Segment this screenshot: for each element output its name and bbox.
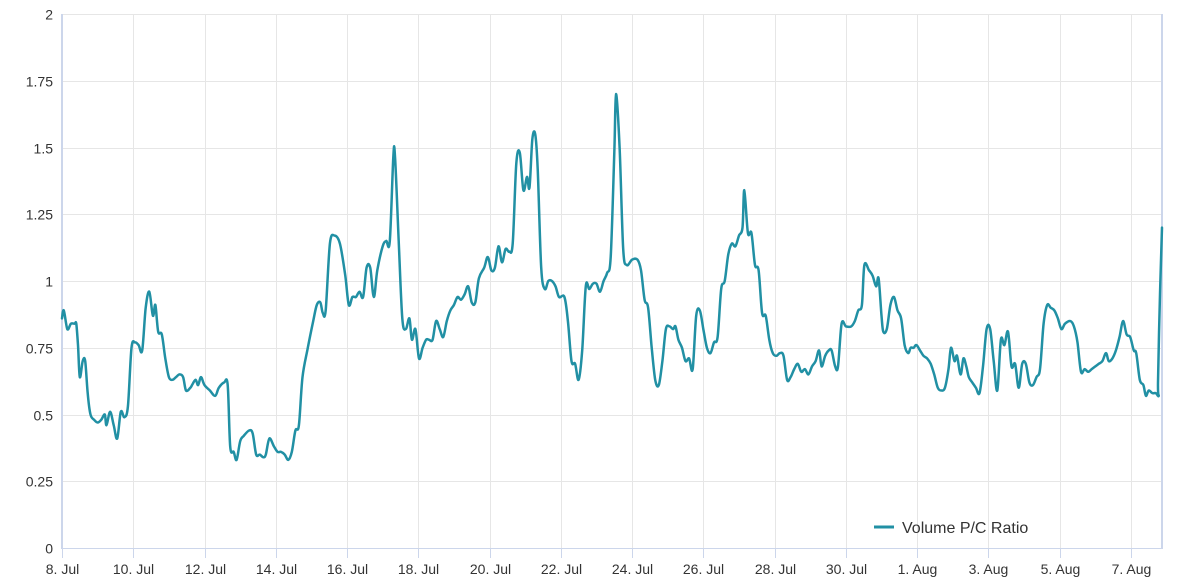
y-tick-label: 1.25 [26, 207, 53, 223]
x-tick-label: 16. Jul [327, 561, 368, 577]
y-tick-label: 0.5 [34, 408, 54, 424]
x-axis-ticks [62, 548, 1132, 558]
x-tick-label: 24. Jul [612, 561, 653, 577]
x-tick-label: 28. Jul [755, 561, 796, 577]
y-tick-label: 1 [45, 274, 53, 290]
x-tick-label: 8. Jul [46, 561, 79, 577]
x-tick-label: 26. Jul [683, 561, 724, 577]
series-line-volume-pc-ratio[interactable] [60, 92, 1164, 462]
y-tick-label: 2 [45, 7, 53, 23]
x-axis-labels: 8. Jul 10. Jul 12. Jul 14. Jul 16. Jul 18. Ju… [46, 561, 1152, 577]
legend[interactable]: Volume P/C Ratio [874, 520, 1028, 537]
y-tick-label: 1.5 [34, 141, 54, 157]
x-tick-label: 22. Jul [541, 561, 582, 577]
legend-label[interactable]: Volume P/C Ratio [902, 520, 1028, 537]
y-axis-labels: 0 0.25 0.5 0.75 1 1.25 1.5 1.75 2 [26, 7, 53, 557]
x-tick-label: 5. Aug [1041, 561, 1081, 577]
x-tick-label: 7. Aug [1112, 561, 1152, 577]
x-tick-label: 30. Jul [826, 561, 867, 577]
y-tick-label: 0.25 [26, 474, 53, 490]
x-tick-label: 14. Jul [256, 561, 297, 577]
y-tick-label: 1.75 [26, 74, 53, 90]
x-tick-label: 12. Jul [185, 561, 226, 577]
y-tick-label: 0 [45, 541, 53, 557]
x-tick-label: 1. Aug [898, 561, 938, 577]
x-tick-label: 20. Jul [470, 561, 511, 577]
vertical-gridlines [133, 14, 1132, 548]
x-tick-label: 18. Jul [398, 561, 439, 577]
y-tick-label: 0.75 [26, 341, 53, 357]
x-tick-label: 10. Jul [113, 561, 154, 577]
x-tick-label: 3. Aug [969, 561, 1009, 577]
